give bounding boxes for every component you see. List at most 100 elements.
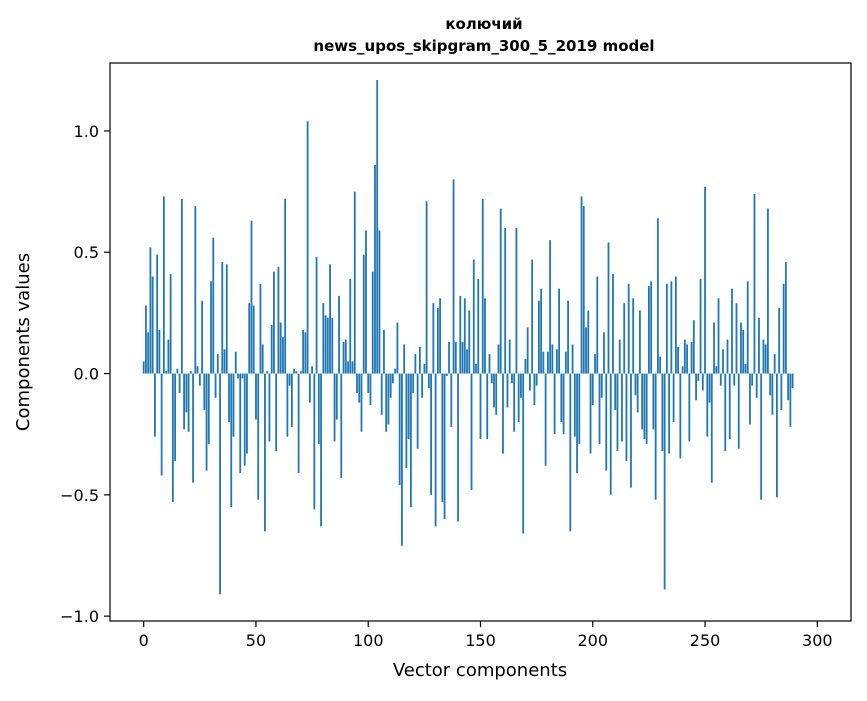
bar xyxy=(230,373,233,507)
bar xyxy=(457,373,459,522)
bar xyxy=(360,373,363,432)
bar xyxy=(286,373,289,437)
bar xyxy=(668,373,671,454)
bar xyxy=(356,373,358,393)
bar xyxy=(147,332,150,374)
bar xyxy=(495,373,498,415)
bar xyxy=(225,264,228,374)
bar xyxy=(789,373,792,427)
bar xyxy=(160,373,163,476)
bar xyxy=(351,361,354,374)
y-tick-label: −1.0 xyxy=(60,607,99,626)
bar xyxy=(162,196,165,374)
bar xyxy=(284,198,287,374)
bar xyxy=(587,310,590,374)
bar xyxy=(396,322,399,374)
bar xyxy=(443,373,446,520)
bar xyxy=(183,373,185,430)
bar xyxy=(275,373,278,452)
x-tick-label: 300 xyxy=(802,631,833,650)
bar xyxy=(605,373,608,471)
bar xyxy=(591,373,594,406)
bar xyxy=(549,240,552,374)
bar xyxy=(394,368,397,374)
bar xyxy=(374,164,376,374)
bar xyxy=(171,373,174,503)
bar xyxy=(322,303,325,374)
bar xyxy=(477,278,480,374)
bar xyxy=(470,373,473,490)
y-axis-ticks: −1.0 −0.5 0.0 0.5 1.0 xyxy=(60,122,110,626)
bar xyxy=(165,371,168,374)
bar xyxy=(317,373,320,444)
bar xyxy=(639,310,641,374)
bar xyxy=(562,373,565,435)
bar xyxy=(306,121,309,374)
bar xyxy=(383,329,385,374)
bar xyxy=(677,346,679,374)
bar xyxy=(529,373,531,391)
bar xyxy=(769,373,772,396)
bar xyxy=(753,194,756,374)
bar xyxy=(174,373,177,461)
bar xyxy=(192,373,194,483)
bar xyxy=(333,373,336,442)
bar xyxy=(740,322,742,374)
bar xyxy=(560,373,563,423)
bar xyxy=(243,373,246,466)
bar xyxy=(502,373,504,454)
bar xyxy=(573,373,576,437)
bar xyxy=(441,373,444,503)
bar xyxy=(594,354,596,374)
bar xyxy=(304,332,307,374)
bar xyxy=(331,317,334,374)
bar xyxy=(201,300,203,374)
x-axis-ticks: 0 50 100 150 200 250 300 xyxy=(139,621,833,650)
bar xyxy=(479,373,482,440)
bar xyxy=(717,298,720,374)
bar xyxy=(252,305,255,374)
bar xyxy=(185,373,188,413)
bar xyxy=(376,79,379,374)
bar xyxy=(250,220,253,374)
bar xyxy=(436,308,439,374)
bar xyxy=(178,373,181,393)
bar xyxy=(282,337,284,374)
x-tick-label: 50 xyxy=(246,631,266,650)
bar xyxy=(661,373,664,452)
x-tick-label: 200 xyxy=(577,631,608,650)
bar xyxy=(728,373,731,440)
bar xyxy=(353,191,356,374)
bar xyxy=(466,349,468,374)
bar xyxy=(362,254,365,374)
bar xyxy=(212,237,215,374)
x-tick-label: 150 xyxy=(465,631,496,650)
bar xyxy=(207,373,210,444)
bar xyxy=(297,373,300,474)
bar xyxy=(749,373,751,425)
bar xyxy=(710,373,713,483)
bar xyxy=(414,354,417,374)
bar xyxy=(234,351,237,374)
bar xyxy=(219,373,221,595)
bar xyxy=(636,373,639,413)
bar xyxy=(259,283,262,374)
bar xyxy=(784,261,787,374)
bar xyxy=(578,373,581,444)
bar xyxy=(203,373,206,410)
bar xyxy=(690,342,693,374)
y-tick-label: 0.0 xyxy=(74,365,99,384)
bar xyxy=(488,354,491,374)
bar xyxy=(349,278,352,374)
bar xyxy=(427,373,430,389)
bar xyxy=(672,373,675,423)
bar xyxy=(585,327,587,374)
bar xyxy=(564,351,567,374)
bar xyxy=(169,274,172,374)
bar xyxy=(531,259,534,374)
bar xyxy=(279,322,282,374)
bar xyxy=(302,329,305,374)
bar xyxy=(533,373,536,406)
bar xyxy=(713,322,715,374)
